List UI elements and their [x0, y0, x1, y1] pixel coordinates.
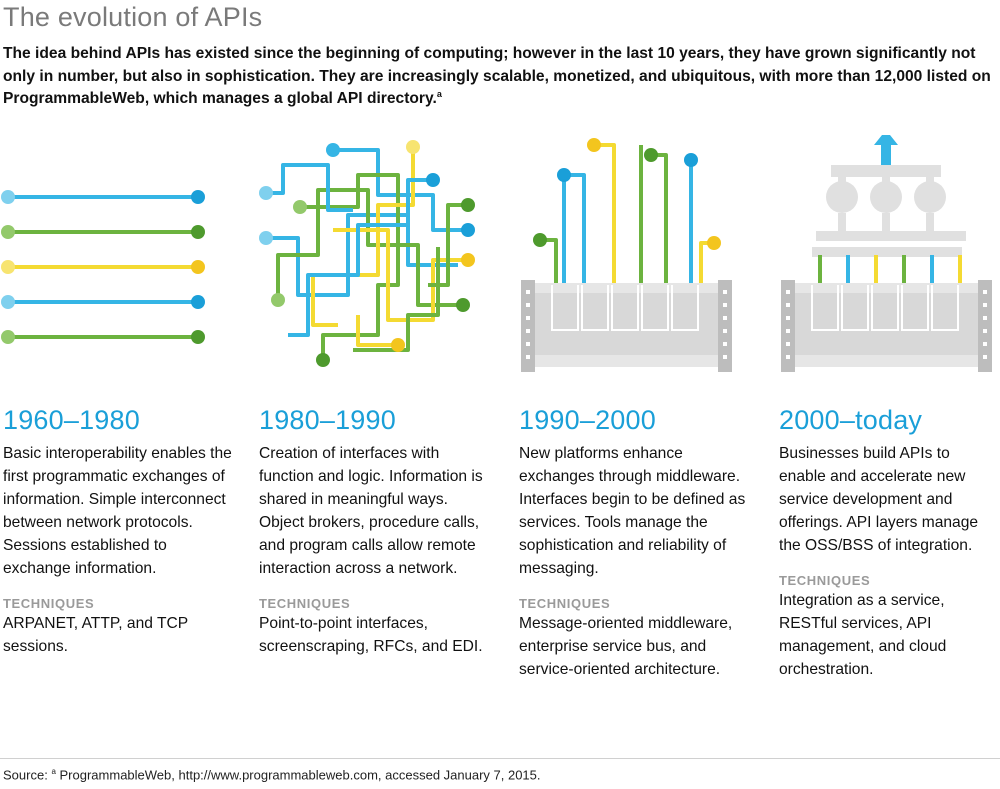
era-column-1980-1990: 1980–1990 Creation of interfaces with fu…	[259, 405, 494, 658]
era-period: 2000–today	[779, 405, 923, 435]
techniques-text: ARPANET, ATTP, and TCP sessions.	[3, 615, 188, 655]
middleware-box-illustration	[521, 138, 732, 372]
techniques-text: Message-oriented middleware, enterprise …	[519, 615, 733, 678]
techniques-text: Integration as a service, RESTful servic…	[779, 592, 947, 678]
source-footnote: Source: a ProgrammableWeb, http://www.pr…	[3, 767, 541, 782]
era-period: 1990–2000	[519, 405, 656, 435]
footer-divider	[0, 758, 1000, 759]
tangled-connections-illustration	[259, 140, 475, 367]
techniques-text: Point-to-point interfaces, screenscrapin…	[259, 615, 483, 655]
techniques-label: TECHNIQUES	[779, 573, 871, 588]
up-arrow-icon	[874, 135, 898, 165]
intro-footnote-marker: a	[436, 88, 442, 99]
era-description: New platforms enhance exchanges through …	[519, 445, 746, 577]
era-column-2000-today: 2000–today Businesses build APIs to enab…	[779, 405, 997, 681]
era-description: Creation of interfaces with function and…	[259, 445, 483, 577]
techniques-label: TECHNIQUES	[3, 596, 95, 611]
era-column-1960-1980: 1960–1980 Basic interoperability enables…	[3, 405, 238, 658]
era-period: 1980–1990	[259, 405, 396, 435]
era-column-1990-2000: 1990–2000 New platforms enhance exchange…	[519, 405, 754, 681]
api-layers-illustration	[781, 135, 992, 372]
source-text: ProgrammableWeb, http://www.programmable…	[59, 767, 541, 783]
era-period: 1960–1980	[3, 405, 140, 435]
era-description: Businesses build APIs to enable and acce…	[779, 445, 979, 554]
source-label: Source:	[3, 767, 48, 783]
page-title: The evolution of APIs	[3, 2, 263, 32]
source-footnote-marker: a	[51, 767, 56, 776]
techniques-label: TECHNIQUES	[519, 596, 611, 611]
techniques-label: TECHNIQUES	[259, 596, 351, 611]
intro-text: The idea behind APIs has existed since t…	[3, 45, 991, 107]
parallel-lines-illustration	[1, 190, 205, 344]
era-description: Basic interoperability enables the first…	[3, 445, 232, 577]
intro-paragraph: The idea behind APIs has existed since t…	[3, 43, 993, 111]
